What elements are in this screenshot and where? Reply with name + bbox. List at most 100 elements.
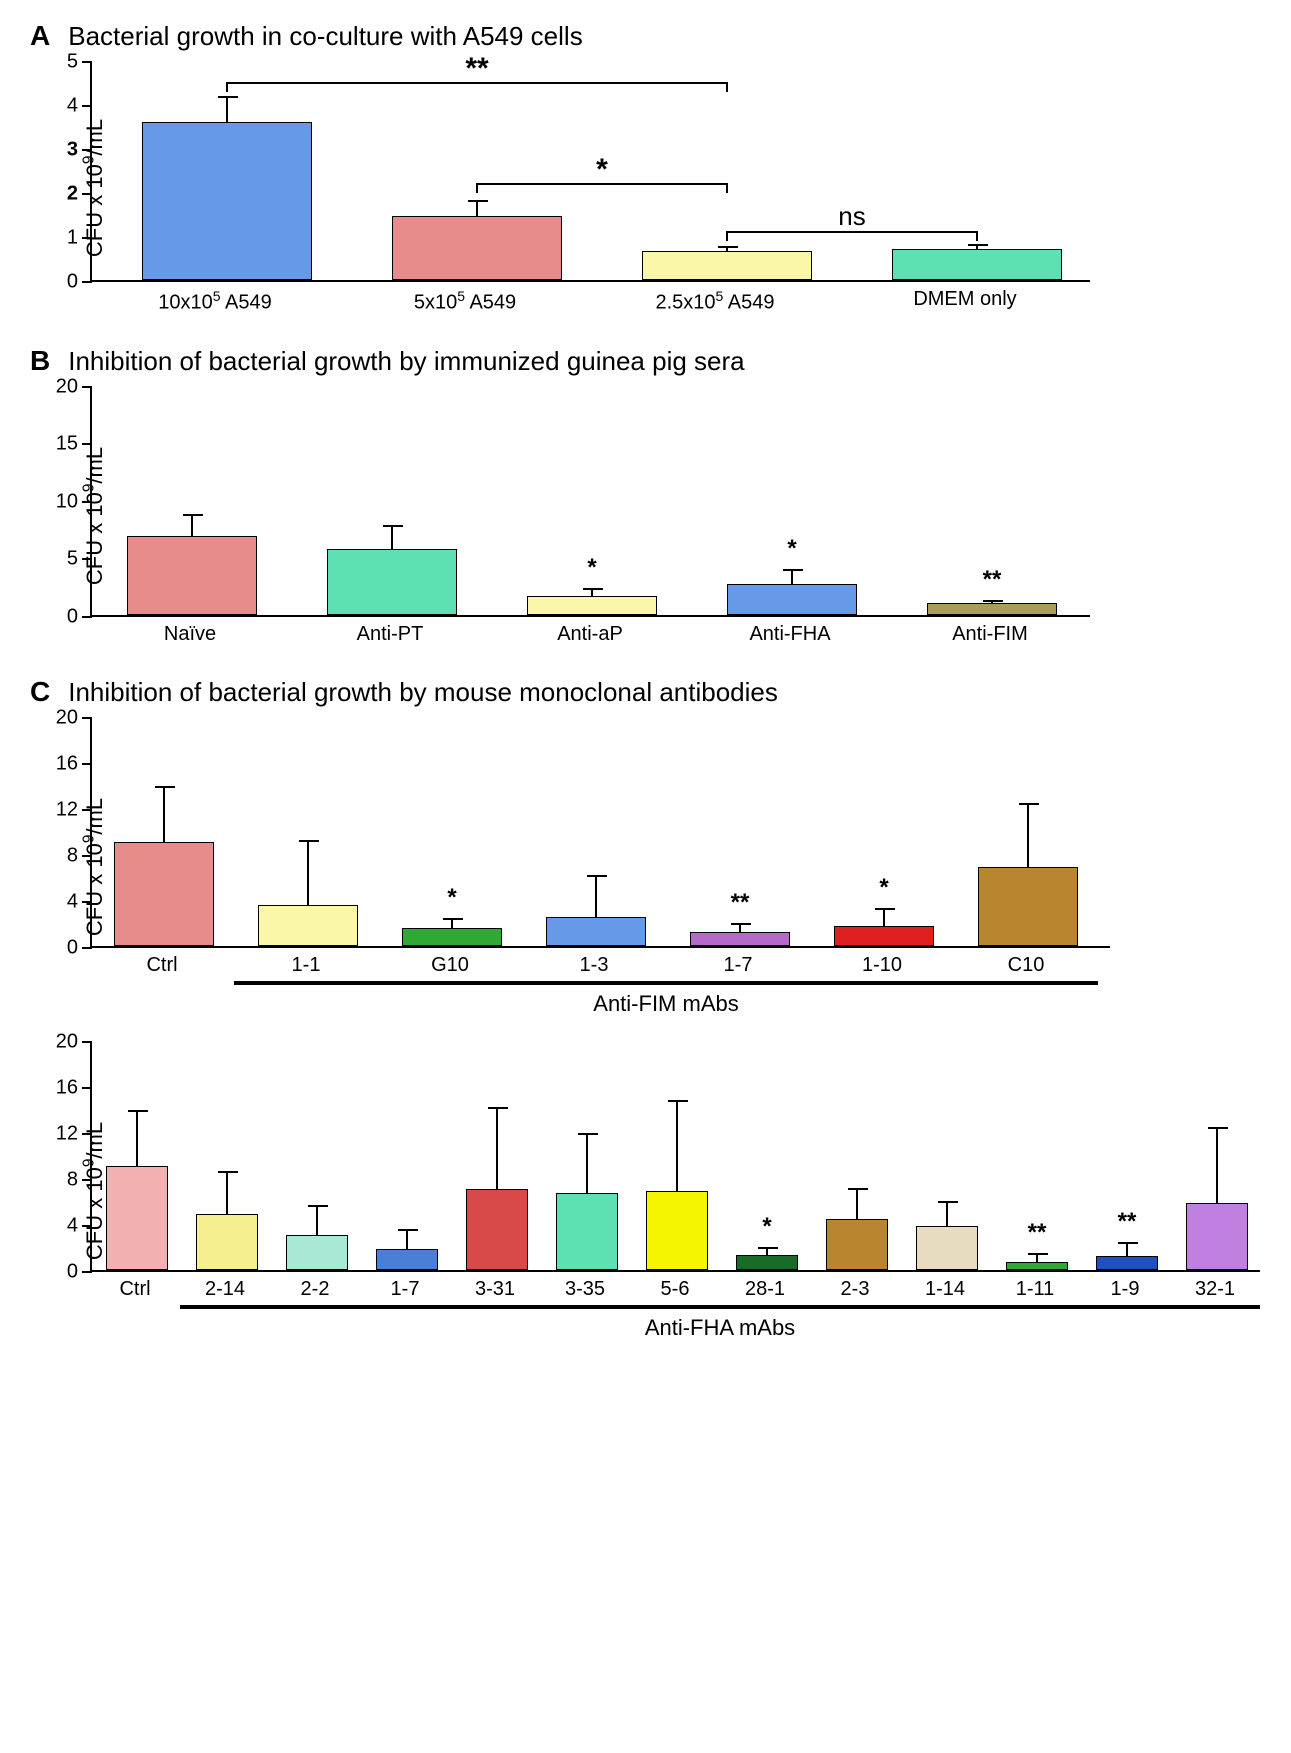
- panel-letter: B: [30, 345, 50, 376]
- y-tick-label: 1: [67, 227, 78, 250]
- x-tick-label: 28-1: [720, 1278, 810, 1301]
- y-tick-label: 0: [67, 1260, 78, 1283]
- bar: [392, 216, 562, 280]
- x-tick-label: DMEM only: [840, 288, 1090, 315]
- panel-title: BInhibition of bacterial growth by immun…: [30, 345, 1261, 377]
- group-line: [180, 1305, 1260, 1309]
- x-tick-label: 3-31: [450, 1278, 540, 1301]
- y-tick-label: 2: [67, 183, 78, 206]
- x-tick-label: Anti-aP: [490, 623, 690, 646]
- significance-marker: *: [762, 1215, 771, 1239]
- y-tick-label: 20: [56, 375, 78, 398]
- error-bar: [406, 1229, 408, 1250]
- error-bar: [191, 514, 193, 537]
- group-line: [234, 981, 1098, 985]
- bar: [258, 905, 358, 945]
- significance-marker: *: [787, 537, 796, 561]
- y-tick-label: 20: [56, 706, 78, 729]
- bar: [978, 867, 1078, 945]
- bar: [642, 251, 812, 280]
- bar: *: [736, 1255, 798, 1270]
- y-tick-label: 4: [67, 1214, 78, 1237]
- x-tick-label: 1-10: [810, 954, 954, 977]
- x-tick-label: 5-6: [630, 1278, 720, 1301]
- error-bar: [586, 1133, 588, 1194]
- x-tick-label: 1-14: [900, 1278, 990, 1301]
- plot-area: 012345***ns: [90, 62, 1090, 282]
- y-tick-label: 0: [67, 605, 78, 628]
- y-tick-label: 15: [56, 433, 78, 456]
- y-tick-label: 20: [56, 1030, 78, 1053]
- error-bar: [791, 569, 793, 585]
- error-bar: [316, 1205, 318, 1236]
- comparison-label: **: [465, 52, 488, 86]
- bar: *: [834, 926, 934, 946]
- x-tick-label: 1-9: [1080, 1278, 1170, 1301]
- error-bar: [1216, 1127, 1218, 1204]
- bar: **: [927, 603, 1057, 615]
- error-bar: [1036, 1253, 1038, 1262]
- error-bar: [856, 1188, 858, 1220]
- group-label: Anti-FHA mAbs: [180, 1315, 1260, 1341]
- x-tick-label: 5x105 A549: [340, 288, 590, 315]
- significance-marker: **: [731, 891, 750, 915]
- bar: [826, 1219, 888, 1270]
- error-bar: [1027, 803, 1029, 869]
- error-bar: [595, 875, 597, 918]
- x-tick-label: G10: [378, 954, 522, 977]
- bar: [1186, 1203, 1248, 1270]
- bar: [376, 1249, 438, 1270]
- bar: [142, 122, 312, 280]
- bar: [196, 1214, 258, 1269]
- x-tick-label: 2-3: [810, 1278, 900, 1301]
- x-tick-label: 1-11: [990, 1278, 1080, 1301]
- error-bar: [226, 1171, 228, 1216]
- error-bar: [766, 1247, 768, 1256]
- error-bar: [991, 600, 993, 605]
- bar: *: [402, 928, 502, 945]
- plot-area: 05101520****: [90, 387, 1090, 617]
- bar: [916, 1226, 978, 1270]
- significance-marker: *: [587, 556, 596, 580]
- y-tick-label: 10: [56, 490, 78, 513]
- bar: [466, 1189, 528, 1270]
- panel-letter: A: [30, 20, 50, 51]
- error-bar: [307, 840, 309, 907]
- bar: **: [690, 932, 790, 946]
- bar: [327, 549, 457, 615]
- significance-marker: *: [447, 886, 456, 910]
- error-bar: [739, 923, 741, 933]
- bar: *: [727, 584, 857, 615]
- x-tick-label: Anti-FHA: [690, 623, 890, 646]
- bar: [114, 842, 214, 946]
- plot-area: 048121620****: [90, 718, 1110, 948]
- error-bar: [391, 525, 393, 550]
- bar: *: [527, 596, 657, 614]
- error-bar: [591, 588, 593, 597]
- x-tick-label: 2-2: [270, 1278, 360, 1301]
- error-bar: [726, 246, 728, 253]
- bar: **: [1006, 1262, 1068, 1270]
- comparison-label: ns: [838, 201, 865, 232]
- x-tick-label: 32-1: [1170, 1278, 1260, 1301]
- x-tick-label: 1-7: [666, 954, 810, 977]
- bar: [286, 1235, 348, 1270]
- x-tick-label: 1-1: [234, 954, 378, 977]
- significance-marker: **: [983, 568, 1002, 592]
- significance-marker: **: [1118, 1210, 1137, 1234]
- y-tick-label: 16: [56, 1076, 78, 1099]
- significance-marker: *: [879, 876, 888, 900]
- error-bar: [946, 1201, 948, 1227]
- y-tick-label: 0: [67, 271, 78, 294]
- x-tick-label: Ctrl: [90, 1278, 180, 1301]
- error-bar: [226, 96, 228, 122]
- x-tick-label: 10x105 A549: [90, 288, 340, 315]
- bar: **: [1096, 1256, 1158, 1270]
- y-tick-label: 3: [67, 139, 78, 162]
- x-tick-label: C10: [954, 954, 1098, 977]
- y-tick-label: 8: [67, 1168, 78, 1191]
- x-tick-label: 1-3: [522, 954, 666, 977]
- y-tick-label: 5: [67, 51, 78, 74]
- bar: [106, 1166, 168, 1270]
- significance-marker: **: [1028, 1221, 1047, 1245]
